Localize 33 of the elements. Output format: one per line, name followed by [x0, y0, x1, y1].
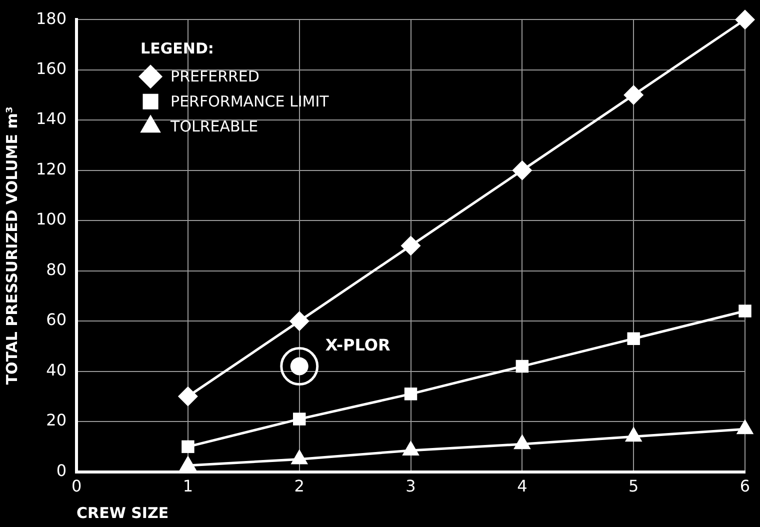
x-tick-label: 2 — [294, 476, 304, 496]
y-tick-label: 80 — [46, 260, 67, 279]
point — [627, 332, 640, 346]
x-axis-title: CREW SIZE — [76, 504, 169, 522]
x-tick-label: 1 — [182, 476, 194, 496]
y-tick-label: 120 — [36, 159, 67, 178]
x-tick-label: 5 — [628, 476, 639, 496]
y-tick-label: 180 — [36, 8, 67, 28]
y-tick-label: 100 — [36, 210, 67, 229]
series-label: X-PLOR — [325, 335, 390, 354]
point — [280, 347, 319, 386]
point — [516, 360, 529, 373]
y-tick-label: 140 — [36, 109, 67, 128]
point — [738, 304, 752, 318]
y-tick-label: 160 — [36, 59, 67, 78]
point — [292, 412, 306, 426]
y-tick-label: 0 — [56, 460, 67, 480]
x-tick-label: 6 — [740, 476, 750, 496]
x-tick-label: 3 — [406, 476, 416, 496]
x-tick-label: 4 — [517, 476, 528, 496]
point — [289, 311, 310, 332]
y-tick-label: 60 — [46, 310, 67, 330]
y-tick-label: 40 — [46, 360, 67, 380]
point — [182, 440, 194, 454]
point — [735, 10, 755, 30]
point — [624, 84, 644, 105]
y-tick-label: 20 — [46, 410, 67, 430]
point — [512, 160, 532, 180]
point — [404, 388, 418, 400]
y-axis-title: TOTAL PRESSURIZED VOLUME m³ — [2, 106, 21, 385]
point — [400, 236, 421, 256]
x-tick-label: 0 — [71, 476, 82, 496]
point — [178, 386, 198, 406]
